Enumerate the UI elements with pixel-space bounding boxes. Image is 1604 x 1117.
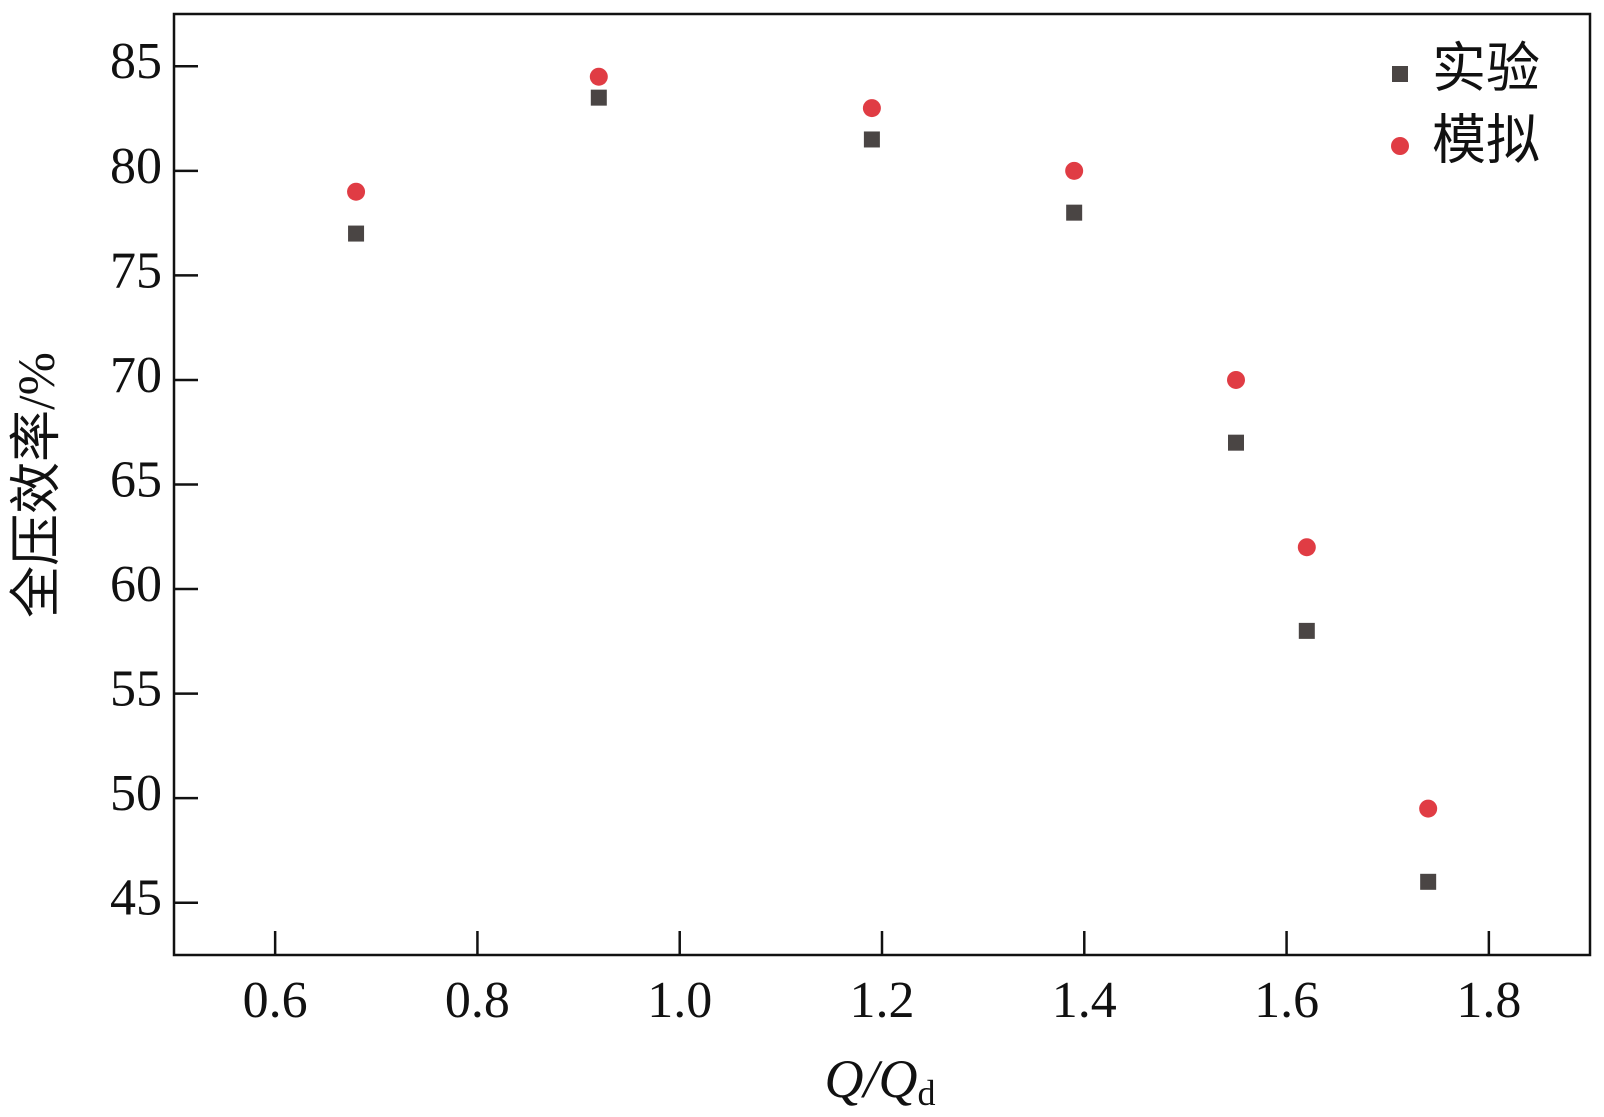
x-tick-label: 0.6 bbox=[243, 972, 308, 1029]
x-tick-label: 1.6 bbox=[1254, 972, 1319, 1029]
y-tick-label: 70 bbox=[110, 347, 162, 404]
legend-label: 实验 bbox=[1432, 38, 1540, 98]
data-point bbox=[1228, 434, 1244, 451]
x-tick-label: 0.8 bbox=[445, 972, 510, 1029]
data-point bbox=[1227, 370, 1245, 389]
data-point bbox=[1297, 538, 1316, 557]
x-axis-label: Q/Qd bbox=[825, 1049, 936, 1113]
data-point bbox=[589, 67, 608, 86]
data-point bbox=[1420, 873, 1437, 890]
data-point bbox=[590, 89, 607, 106]
x-tick-label: 1.8 bbox=[1456, 972, 1521, 1029]
plot-frame bbox=[172, 12, 1592, 957]
y-tick-label: 65 bbox=[110, 451, 162, 508]
x-label-sub: d bbox=[918, 1073, 936, 1113]
x-tick-label: 1.0 bbox=[647, 972, 712, 1029]
y-tick-label: 60 bbox=[110, 556, 162, 613]
data-point bbox=[1065, 161, 1084, 180]
data-point bbox=[348, 225, 365, 242]
data-point bbox=[1066, 204, 1083, 221]
legend-label: 模拟 bbox=[1432, 110, 1540, 170]
x-tick-label: 1.4 bbox=[1052, 972, 1117, 1029]
data-point bbox=[347, 182, 366, 201]
y-tick-label: 80 bbox=[110, 138, 162, 195]
x-label-main: Q/Q bbox=[825, 1049, 918, 1109]
data-point bbox=[1298, 622, 1315, 639]
data-point bbox=[1419, 799, 1438, 818]
y-tick-label: 85 bbox=[110, 33, 162, 90]
data-point bbox=[863, 131, 880, 148]
x-tick-label: 1.2 bbox=[850, 972, 915, 1029]
legend-marker bbox=[1391, 137, 1409, 155]
y-tick-label: 50 bbox=[110, 765, 162, 822]
y-axis-label: 全压效率/% bbox=[9, 352, 66, 618]
y-tick-label: 55 bbox=[110, 661, 162, 718]
y-tick-label: 45 bbox=[110, 870, 162, 927]
y-tick-label: 75 bbox=[110, 242, 162, 299]
data-point bbox=[862, 99, 881, 118]
legend-marker bbox=[1392, 66, 1408, 82]
